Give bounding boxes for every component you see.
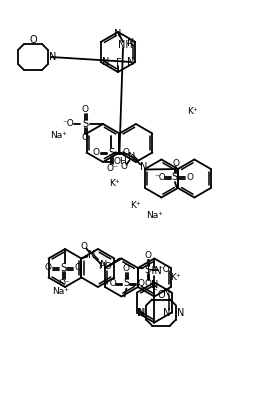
Text: O: O [75,263,81,273]
Text: Na⁺: Na⁺ [51,131,67,140]
Text: S: S [82,119,88,129]
Text: Na⁺: Na⁺ [147,211,164,220]
Text: N: N [151,279,158,289]
Text: O⁻: O⁻ [58,279,70,287]
Text: N: N [163,308,170,318]
Text: O: O [172,158,179,168]
Text: O: O [81,133,89,142]
Text: N: N [126,38,134,48]
Text: K⁺: K⁺ [187,107,197,117]
Text: N: N [100,261,107,271]
Text: N: N [88,250,95,261]
Text: O: O [93,148,100,157]
Text: O: O [29,35,37,45]
Text: ⁻O: ⁻O [106,279,117,288]
Text: Na⁺: Na⁺ [53,287,70,297]
Text: F: F [152,287,157,297]
Text: O: O [45,263,51,273]
Text: N: N [126,57,134,67]
Text: S: S [172,172,178,182]
Text: N: N [163,289,170,298]
Text: S: S [145,265,151,275]
Text: O: O [144,252,152,261]
Text: O: O [123,264,130,273]
Text: N: N [49,52,57,62]
Text: O: O [138,279,145,288]
Text: ⁻O: ⁻O [158,265,170,275]
Text: K⁺: K⁺ [109,179,120,188]
Text: K⁺: K⁺ [130,201,140,209]
Text: N: N [128,152,135,162]
Text: F: F [116,58,122,68]
Text: HN: HN [147,267,162,277]
Text: O: O [81,105,89,115]
Text: N: N [177,308,185,318]
Text: O: O [81,242,88,251]
Text: O: O [144,279,152,289]
Text: HO: HO [98,262,112,271]
Text: ⁻O: ⁻O [62,119,74,129]
Text: K⁺: K⁺ [170,273,181,283]
Text: S: S [60,263,66,273]
Text: NH: NH [118,40,132,50]
Text: O: O [157,291,165,300]
Text: N: N [102,57,109,67]
Text: S: S [108,148,114,158]
Text: O: O [186,172,193,181]
Text: N: N [137,308,145,318]
Text: S: S [123,279,130,289]
Text: ⁻O: ⁻O [154,172,166,181]
Text: N: N [138,308,146,318]
Text: OH: OH [113,156,127,166]
Text: O: O [121,162,128,171]
Text: O: O [123,148,130,157]
Text: N: N [114,29,122,39]
Text: O⁻: O⁻ [106,164,118,173]
Text: N: N [140,162,147,172]
